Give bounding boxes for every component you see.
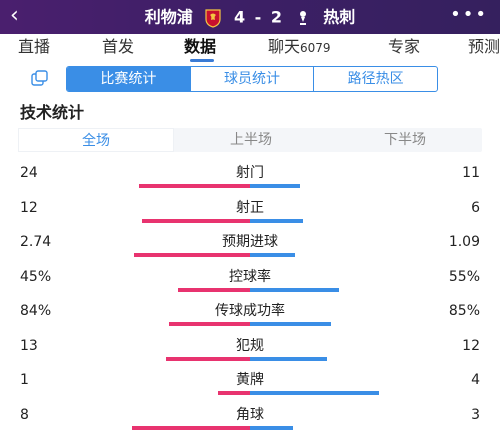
stat-label: 黄牌 bbox=[236, 372, 264, 388]
match-header: ‹ 利物浦 4 - 2 热刺 ••• bbox=[0, 0, 500, 34]
stat-row: 24 射门 11 bbox=[0, 164, 500, 198]
period-switch: 全场 上半场 下半场 bbox=[18, 128, 482, 152]
stat-row: 2.74 预期进球 1.09 bbox=[0, 233, 500, 267]
ellipsis-icon[interactable]: ••• bbox=[450, 4, 488, 25]
home-stat-value: 2.74 bbox=[20, 234, 52, 250]
score-separator: - bbox=[254, 7, 262, 27]
stat-label: 犯规 bbox=[236, 337, 264, 354]
period-first-half[interactable]: 上半场 bbox=[230, 132, 272, 148]
home-stat-value: 45% bbox=[20, 268, 52, 285]
main-tabs: 直播 首发 数据 聊天6079 专家 预测 bbox=[0, 34, 500, 62]
stat-label: 传球成功率 bbox=[215, 303, 285, 319]
home-stat-bar bbox=[142, 218, 250, 223]
stat-label: 角球 bbox=[236, 406, 264, 423]
home-stat-value: 12 bbox=[20, 199, 38, 216]
active-tab-indicator bbox=[190, 59, 214, 62]
match-title: 利物浦 4 - 2 热刺 bbox=[0, 6, 500, 29]
segment-match-stats[interactable]: 比赛统计 bbox=[67, 67, 191, 91]
home-stat-bar bbox=[218, 391, 250, 395]
period-full-match[interactable]: 全场 bbox=[18, 128, 174, 152]
stat-label: 控球率 bbox=[229, 268, 271, 285]
away-stat-bar bbox=[250, 184, 300, 188]
away-stat-value: 85% bbox=[448, 303, 480, 319]
away-stat-value: 12 bbox=[462, 337, 480, 354]
liverpool-crest-icon bbox=[205, 8, 221, 28]
stat-row: 13 犯规 12 bbox=[0, 337, 500, 371]
chevron-left-icon[interactable]: ‹ bbox=[10, 3, 19, 28]
home-stat-bar bbox=[134, 253, 250, 257]
away-stat-bar bbox=[250, 253, 295, 257]
segment-player-stats[interactable]: 球员统计 bbox=[191, 67, 315, 91]
away-stat-value: 11 bbox=[462, 165, 480, 181]
away-stat-value: 6 bbox=[471, 199, 480, 216]
away-stat-value: 1.09 bbox=[448, 234, 480, 250]
copy-icon[interactable] bbox=[31, 70, 49, 86]
away-stat-value: 4 bbox=[471, 372, 480, 388]
stat-row: 1 黄牌 4 bbox=[0, 371, 500, 405]
away-team-name: 热刺 bbox=[323, 7, 356, 27]
stat-label: 预期进球 bbox=[222, 234, 278, 250]
chat-count: 6079 bbox=[300, 41, 331, 55]
tab-chat[interactable]: 聊天6079 bbox=[268, 37, 331, 56]
segment-heat-zones[interactable]: 路径热区 bbox=[347, 71, 404, 87]
away-stat-value: 55% bbox=[448, 268, 480, 285]
stat-row: 45% 控球率 55% bbox=[0, 268, 500, 302]
stat-label: 射门 bbox=[236, 165, 264, 181]
stat-row: 12 射正 6 bbox=[0, 199, 500, 233]
away-stat-bar bbox=[250, 356, 327, 361]
home-stat-bar bbox=[139, 184, 250, 188]
home-stat-bar bbox=[169, 322, 250, 326]
stat-label: 射正 bbox=[236, 199, 264, 216]
tab-lineup[interactable]: 首发 bbox=[102, 37, 135, 56]
away-score: 2 bbox=[270, 7, 283, 27]
stat-row: 84% 传球成功率 85% bbox=[0, 302, 500, 336]
tottenham-crest-icon bbox=[299, 10, 306, 25]
home-stat-value: 13 bbox=[20, 337, 38, 354]
away-stat-value: 3 bbox=[471, 406, 480, 423]
stat-row: 8 角球 3 bbox=[0, 406, 500, 440]
tab-predict[interactable]: 预测 bbox=[468, 37, 500, 56]
home-score: 4 bbox=[233, 7, 246, 27]
away-stat-bar bbox=[250, 322, 331, 326]
home-stat-value: 1 bbox=[20, 372, 29, 388]
tab-stats[interactable]: 数据 bbox=[184, 37, 217, 56]
home-stat-value: 84% bbox=[20, 303, 52, 319]
period-second-half[interactable]: 下半场 bbox=[384, 132, 426, 148]
away-stat-bar bbox=[250, 391, 379, 395]
home-team-name: 利物浦 bbox=[144, 7, 193, 27]
home-stat-value: 24 bbox=[20, 165, 38, 181]
home-stat-bar bbox=[132, 425, 250, 430]
home-stat-value: 8 bbox=[20, 406, 29, 423]
section-title: 技术统计 bbox=[20, 103, 85, 122]
home-stat-bar bbox=[178, 287, 250, 292]
away-stat-bar bbox=[250, 218, 303, 223]
home-stat-bar bbox=[166, 356, 250, 361]
tab-experts[interactable]: 专家 bbox=[388, 37, 421, 56]
tab-live[interactable]: 直播 bbox=[18, 37, 51, 56]
away-stat-bar bbox=[250, 425, 293, 430]
away-stat-bar bbox=[250, 287, 339, 292]
stats-type-switch: 比赛统计 球员统计 路径热区 bbox=[66, 66, 438, 92]
